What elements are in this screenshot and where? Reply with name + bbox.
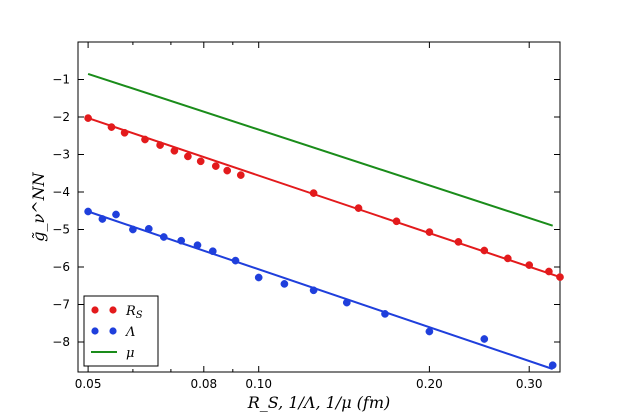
series-1-point-16 <box>480 335 489 343</box>
x-tick-label-2: 0.10 <box>245 377 272 391</box>
x-tick-label-1: 0.08 <box>190 377 217 391</box>
chart-axes: 0.05 0.08 0.10 0.20 0.30 −1 −2 −3 −4 −5 −6 −7 −8 R_S,… <box>29 42 560 412</box>
y-tick-label-2: −3 <box>52 148 70 162</box>
x-tick-label-0: 0.05 <box>75 377 102 391</box>
series-1-point-6 <box>177 236 186 245</box>
y-tick-label-3: −4 <box>52 185 70 199</box>
series-0-point-10 <box>236 171 245 179</box>
series-1-point-1 <box>98 215 107 223</box>
x-tick-label-3: 0.20 <box>416 377 443 391</box>
series-0-point-12 <box>354 204 363 212</box>
series-1-point-8 <box>208 247 217 256</box>
y-tick-label-4: −5 <box>52 223 70 237</box>
series-1-point-11 <box>280 280 289 288</box>
series-1-point-4 <box>144 224 153 233</box>
series-0-point-0 <box>84 114 92 122</box>
series-0-point-17 <box>503 254 512 263</box>
series-1-point-0 <box>84 207 92 216</box>
series-1-point-14 <box>381 310 389 318</box>
y-tick-label-6: −7 <box>52 298 70 312</box>
series-0-point-5 <box>170 146 179 155</box>
chart-marks <box>84 72 564 370</box>
x-tick-label-4: 0.30 <box>516 377 543 391</box>
series-2-fit-line <box>87 72 554 227</box>
series-1-point-15 <box>425 327 434 336</box>
series-0-point-6 <box>184 152 192 161</box>
y-tick-label-7: −8 <box>52 335 70 349</box>
series-1-point-9 <box>231 256 240 265</box>
series-1-point-10 <box>254 273 263 282</box>
y-axis-label: g̃_ν^NN <box>29 171 48 241</box>
legend-entry-1-marker-b <box>109 327 117 335</box>
legend-entry-0-label-sub: S <box>136 310 143 321</box>
series-1-point-3 <box>129 225 137 234</box>
series-0-point-18 <box>525 261 534 269</box>
series-0-point-9 <box>223 166 232 175</box>
series-0-point-4 <box>156 141 164 149</box>
series-0-point-2 <box>120 128 129 137</box>
series-0-point-20 <box>556 273 564 281</box>
series-0-point-11 <box>309 189 318 197</box>
legend-entry-0-marker-b <box>109 306 117 314</box>
series-0-point-13 <box>392 217 401 226</box>
series-0-point-19 <box>545 267 553 276</box>
series-0-point-7 <box>196 157 205 166</box>
series-1-point-5 <box>159 233 168 241</box>
y-tick-label-1: −2 <box>52 110 70 124</box>
y-tick-label-5: −6 <box>52 260 70 274</box>
legend-entry-1-label: Λ <box>125 325 135 340</box>
legend-entry-0-marker-a <box>91 306 99 314</box>
series-1-point-2 <box>112 210 120 219</box>
series-1-point-17 <box>548 361 557 370</box>
series-1-point-7 <box>193 241 202 250</box>
series-1-point-12 <box>309 286 318 295</box>
x-axis-label: R_S, 1/Λ, 1/μ (fm) <box>247 393 391 412</box>
series-0-point-8 <box>211 162 220 170</box>
series-0-point-16 <box>480 246 489 255</box>
series-0-point-15 <box>454 238 463 246</box>
series-0-point-14 <box>425 228 434 236</box>
series-1-point-13 <box>342 298 351 307</box>
legend-entry-1-marker-a <box>91 327 99 335</box>
legend-entry-2-label: μ <box>126 346 134 361</box>
y-tick-label-0: −1 <box>52 73 70 87</box>
series-0-point-1 <box>107 123 116 131</box>
series-0-point-3 <box>141 135 149 144</box>
